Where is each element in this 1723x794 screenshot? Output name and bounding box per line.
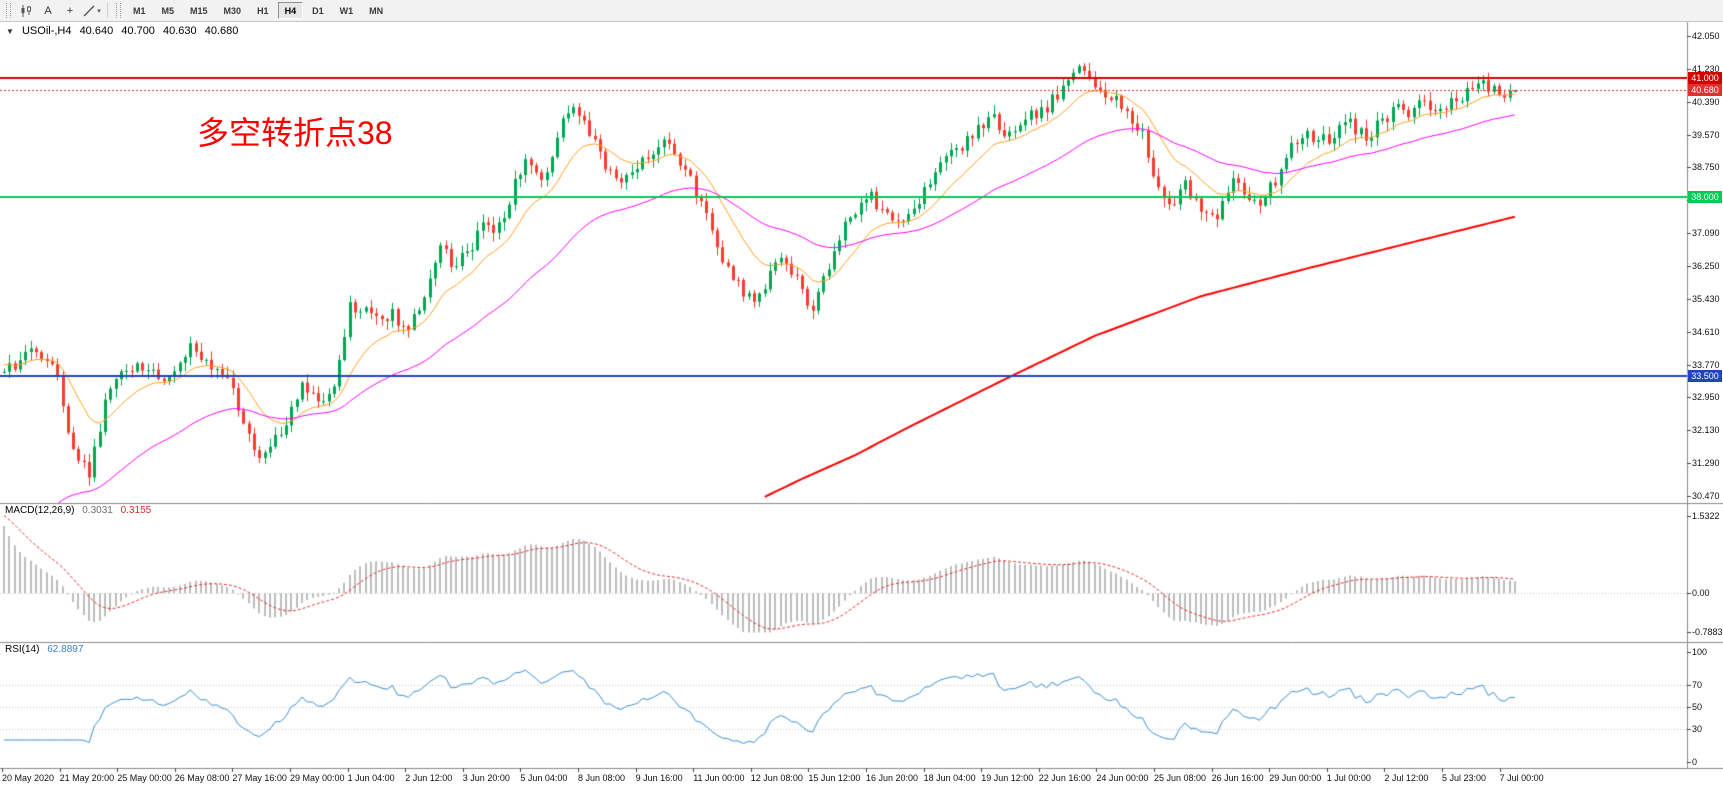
rsi-tick-label: 0 [1692, 757, 1698, 767]
trendline-icon [83, 5, 95, 17]
open-value: 40.640 [79, 25, 114, 37]
symbol-dropdown-icon[interactable]: ▼ [6, 27, 14, 36]
price-tick-label: 36.250 [1692, 261, 1720, 271]
timeframe-button-m15[interactable]: M15 [183, 2, 215, 19]
time-axis-label: 27 May 16:00 [232, 773, 287, 783]
candlestick-chart-icon [19, 4, 33, 18]
price-tick-label: 38.750 [1692, 162, 1720, 172]
price-tick-label: 40.390 [1692, 97, 1720, 107]
text-tool-button[interactable]: A [38, 2, 58, 20]
timeframe-button-h4[interactable]: H4 [277, 2, 304, 19]
macd-name: MACD(12,26,9) [5, 505, 75, 516]
macd-tick-label: 1.5322 [1692, 511, 1720, 521]
time-axis-label: 25 Jun 08:00 [1154, 773, 1207, 783]
macd-tick-label: -0.7883 [1692, 627, 1723, 637]
rsi-value: 62.8897 [47, 644, 84, 655]
macd-tick-label: 0.00 [1692, 588, 1710, 598]
price-tick-label: 35.430 [1692, 294, 1720, 304]
trendline-tool-button[interactable]: ▾ [82, 2, 102, 20]
rsi-tick-label: 50 [1692, 702, 1703, 712]
text-tool-label: A [44, 4, 52, 17]
price-tick-label: 41.230 [1692, 64, 1720, 74]
toolbar-separator [107, 3, 108, 18]
time-axis-label: 24 Jun 00:00 [1096, 773, 1149, 783]
rsi-tick-label: 70 [1692, 680, 1703, 690]
toolbar-drag-handle[interactable] [6, 3, 11, 18]
macd-main-value: 0.3031 [82, 505, 113, 516]
time-axis-label: 22 Jun 16:00 [1038, 773, 1091, 783]
time-axis-label: 3 Jun 20:00 [462, 773, 510, 783]
time-axis-label: 2 Jul 12:00 [1384, 773, 1429, 783]
time-axis-label: 5 Jul 23:00 [1442, 773, 1487, 783]
price-tick-label: 39.570 [1692, 130, 1720, 140]
macd-panel[interactable] [0, 503, 1687, 642]
time-axis-label: 18 Jun 04:00 [923, 773, 976, 783]
rsi-panel[interactable] [0, 642, 1687, 768]
price-tick-label: 32.950 [1692, 392, 1720, 402]
time-axis-label: 29 May 00:00 [290, 773, 345, 783]
chart-window[interactable]: ▼ USOil-,H4 40.640 40.700 40.630 40.680 … [0, 22, 1723, 794]
main-toolbar: A + ▾ M1 M5 M15 M30 H1 H4 D1 W1 MN [0, 0, 1723, 22]
time-axis-label: 16 Jun 20:00 [866, 773, 919, 783]
main-price-panel[interactable] [0, 22, 1687, 503]
time-axis-label: 5 Jun 04:00 [520, 773, 568, 783]
chart-annotation-text[interactable]: 多空转折点38 [197, 115, 393, 151]
timeframe-button-w1[interactable]: W1 [333, 2, 361, 19]
time-axis-label: 11 Jun 00:00 [693, 773, 745, 783]
crosshair-icon: + [66, 4, 74, 17]
rsi-tick-label: 100 [1692, 647, 1708, 657]
caret-down-icon: ▾ [97, 7, 101, 15]
time-axis-label: 12 Jun 08:00 [750, 773, 803, 783]
price-tick-label: 42.050 [1692, 31, 1720, 41]
price-tick-label: 31.290 [1692, 458, 1720, 468]
timeframe-button-h1[interactable]: H1 [250, 2, 276, 19]
candlestick-chart-button[interactable] [16, 2, 36, 20]
time-axis-label: 15 Jun 12:00 [808, 773, 861, 783]
time-axis-label: 8 Jun 08:00 [578, 773, 626, 783]
toolbar-drag-handle[interactable] [116, 3, 121, 18]
rsi-name: RSI(14) [5, 644, 40, 655]
low-value: 40.630 [163, 25, 197, 37]
macd-indicator-label: MACD(12,26,9) 0.3031 0.3155 [5, 505, 156, 516]
time-axis-label: 1 Jul 00:00 [1326, 773, 1371, 783]
bid-price-line-badge: 40.680 [1688, 84, 1722, 96]
macd-signal-value: 0.3155 [120, 505, 152, 516]
timeframe-button-m30[interactable]: M30 [217, 2, 249, 19]
price-tick-label: 30.470 [1692, 491, 1720, 501]
resistance-line-41-badge: 41.000 [1688, 72, 1722, 84]
chart-ohlc-title: ▼ USOil-,H4 40.640 40.700 40.630 40.680 [6, 25, 243, 37]
time-axis-label: 26 Jun 16:00 [1211, 773, 1264, 783]
time-axis-label: 25 May 00:00 [117, 773, 172, 783]
symbol-timeframe-text: USOil-,H4 [21, 25, 72, 37]
time-axis-label: 19 Jun 12:00 [981, 773, 1034, 783]
time-axis-label: 7 Jul 00:00 [1499, 773, 1544, 783]
time-axis-label: 2 Jun 12:00 [405, 773, 453, 783]
time-axis-label: 20 May 2020 [2, 773, 55, 783]
time-axis-label: 29 Jun 00:00 [1269, 773, 1322, 783]
time-axis-label: 9 Jun 16:00 [635, 773, 683, 783]
time-axis-label: 26 May 08:00 [174, 773, 230, 783]
support-line-33-5-badge: 33.500 [1688, 370, 1722, 382]
support-line-38-badge: 38.000 [1688, 191, 1722, 203]
price-tick-label: 32.130 [1692, 425, 1720, 435]
timeframe-button-d1[interactable]: D1 [305, 2, 331, 19]
time-axis-label: 1 Jun 04:00 [347, 773, 395, 783]
close-value: 40.680 [204, 25, 239, 37]
rsi-tick-label: 30 [1692, 724, 1703, 734]
price-chart-canvas[interactable] [0, 22, 1723, 794]
rsi-indicator-label: RSI(14) 62.8897 [5, 644, 88, 655]
timeframe-button-m5[interactable]: M5 [155, 2, 182, 19]
price-tick-label: 37.090 [1692, 228, 1720, 238]
high-value: 40.700 [121, 25, 155, 37]
price-tick-label: 33.770 [1692, 360, 1720, 370]
timeframe-button-m1[interactable]: M1 [126, 2, 153, 19]
price-tick-label: 34.610 [1692, 327, 1720, 337]
time-axis-label: 21 May 20:00 [59, 773, 115, 783]
timeframe-button-group: M1 M5 M15 M30 H1 H4 D1 W1 MN [125, 2, 391, 19]
timeframe-button-mn[interactable]: MN [362, 2, 390, 19]
crosshair-tool-button[interactable]: + [60, 2, 80, 20]
